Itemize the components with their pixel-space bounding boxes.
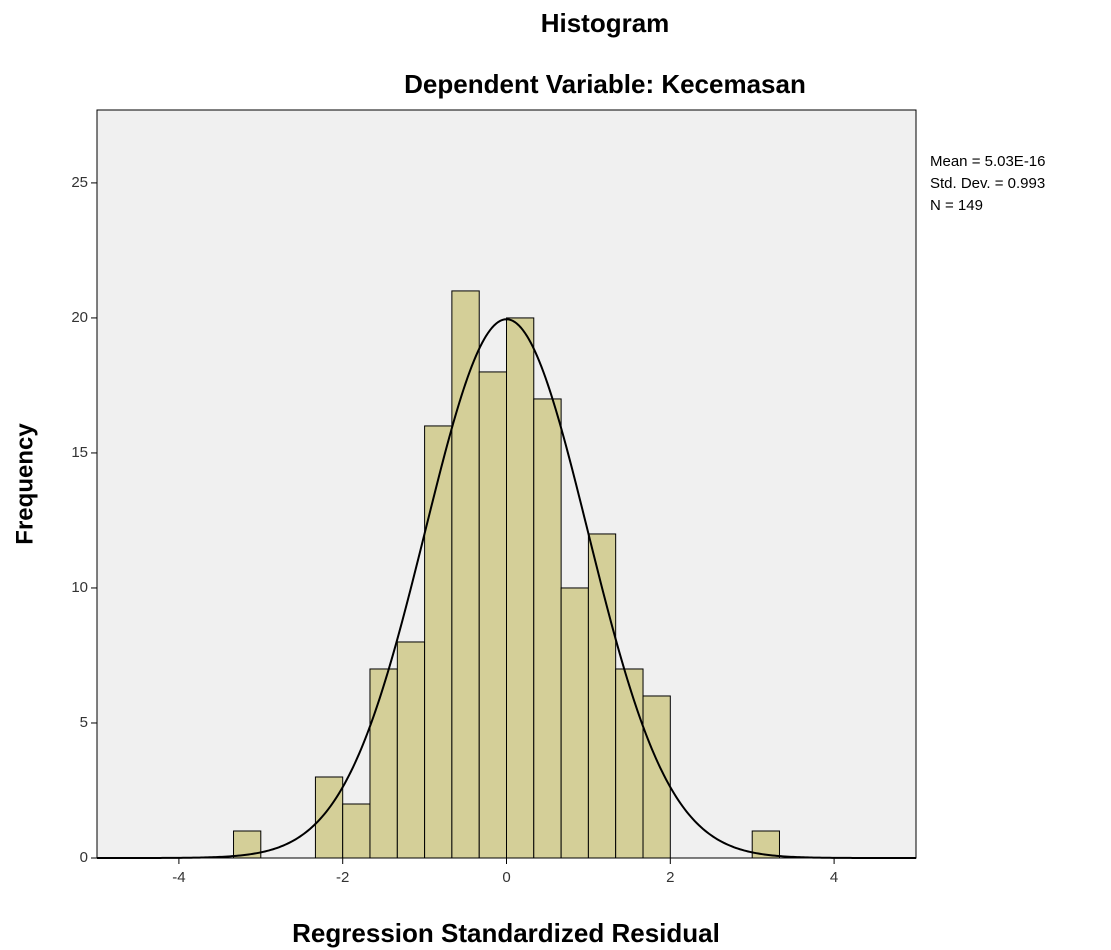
- bar: [533, 398, 562, 859]
- bar: [642, 695, 671, 859]
- stats-label: N = 149: [930, 197, 983, 214]
- y-tick-label: 20: [71, 309, 88, 326]
- x-tick-label: -4: [172, 869, 185, 886]
- bar: [342, 803, 371, 859]
- x-tick-label: 2: [666, 869, 674, 886]
- stats-label: Mean = 5.03E-16: [930, 153, 1046, 170]
- y-tick-label: 5: [80, 714, 88, 731]
- chart-title: Histogram: [541, 8, 670, 38]
- x-tick-label: 4: [830, 869, 838, 886]
- bar: [615, 668, 644, 859]
- y-tick-label: 10: [71, 579, 88, 596]
- bar: [560, 587, 589, 859]
- bar: [587, 533, 617, 859]
- stats-label: Std. Dev. = 0.993: [930, 175, 1045, 192]
- normal-curve: [97, 318, 916, 859]
- bar: [424, 425, 453, 859]
- y-axis-label: Frequency: [11, 423, 38, 545]
- chart-subtitle: Dependent Variable: Kecemasan: [404, 69, 806, 99]
- bar: [314, 776, 344, 859]
- x-tick-label: 0: [502, 869, 510, 886]
- bar: [478, 371, 507, 859]
- x-tick-label: -2: [336, 869, 349, 886]
- bar: [451, 290, 480, 859]
- y-tick-label: 15: [71, 444, 88, 461]
- y-tick-label: 0: [80, 849, 88, 866]
- x-axis-label: Regression Standardized Residual: [292, 918, 720, 948]
- bar: [396, 641, 426, 859]
- bar: [369, 668, 398, 859]
- bar: [506, 317, 535, 859]
- y-tick-label: 25: [71, 174, 88, 191]
